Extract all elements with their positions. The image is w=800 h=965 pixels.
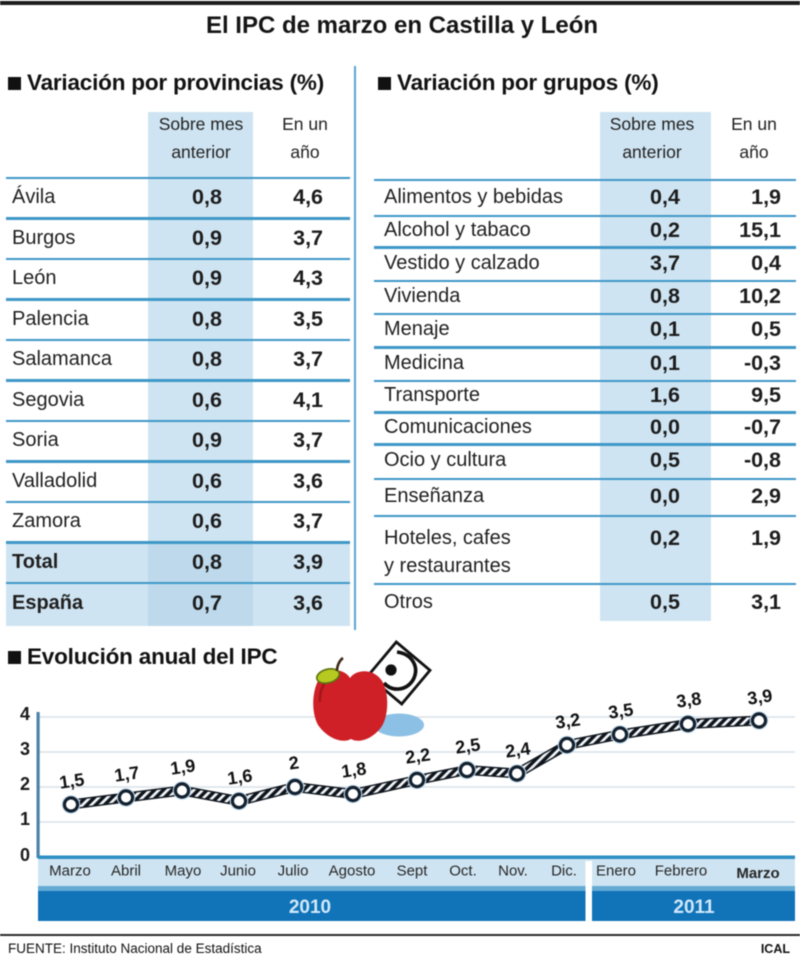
svg-text:Mayo: Mayo <box>165 863 202 880</box>
svg-text:Dic.: Dic. <box>551 863 577 880</box>
svg-text:Julio: Julio <box>278 863 309 880</box>
svg-text:3,8: 3,8 <box>675 688 703 711</box>
svg-text:1,8: 1,8 <box>340 758 368 781</box>
svg-text:3,5: 3,5 <box>607 699 635 722</box>
svg-text:Oct.: Oct. <box>449 863 477 880</box>
svg-text:0: 0 <box>20 845 30 865</box>
svg-text:1,5: 1,5 <box>58 769 86 792</box>
svg-text:1,6: 1,6 <box>226 765 254 788</box>
svg-text:Marzo: Marzo <box>736 865 779 882</box>
svg-text:2,4: 2,4 <box>504 738 532 761</box>
svg-text:2,5: 2,5 <box>454 734 482 757</box>
svg-text:1: 1 <box>20 809 30 829</box>
svg-text:Nov.: Nov. <box>498 863 528 880</box>
svg-text:3,9: 3,9 <box>746 685 774 708</box>
svg-text:Sept: Sept <box>397 863 429 880</box>
svg-text:2,2: 2,2 <box>404 744 432 767</box>
svg-text:3: 3 <box>20 739 30 759</box>
svg-text:Agosto: Agosto <box>329 863 376 880</box>
svg-text:Abril: Abril <box>111 863 141 880</box>
svg-text:Febrero: Febrero <box>655 863 708 880</box>
svg-text:2010: 2010 <box>289 897 331 918</box>
svg-text:Marzo: Marzo <box>49 863 91 880</box>
svg-text:2: 2 <box>288 752 301 773</box>
svg-text:2: 2 <box>20 774 30 794</box>
svg-text:4: 4 <box>20 704 30 724</box>
svg-text:1,9: 1,9 <box>169 755 197 778</box>
svg-text:3,2: 3,2 <box>554 709 582 732</box>
svg-text:2011: 2011 <box>673 897 715 918</box>
svg-text:Enero: Enero <box>596 863 636 880</box>
svg-text:Junio: Junio <box>220 863 256 880</box>
svg-text:1,7: 1,7 <box>113 762 141 785</box>
